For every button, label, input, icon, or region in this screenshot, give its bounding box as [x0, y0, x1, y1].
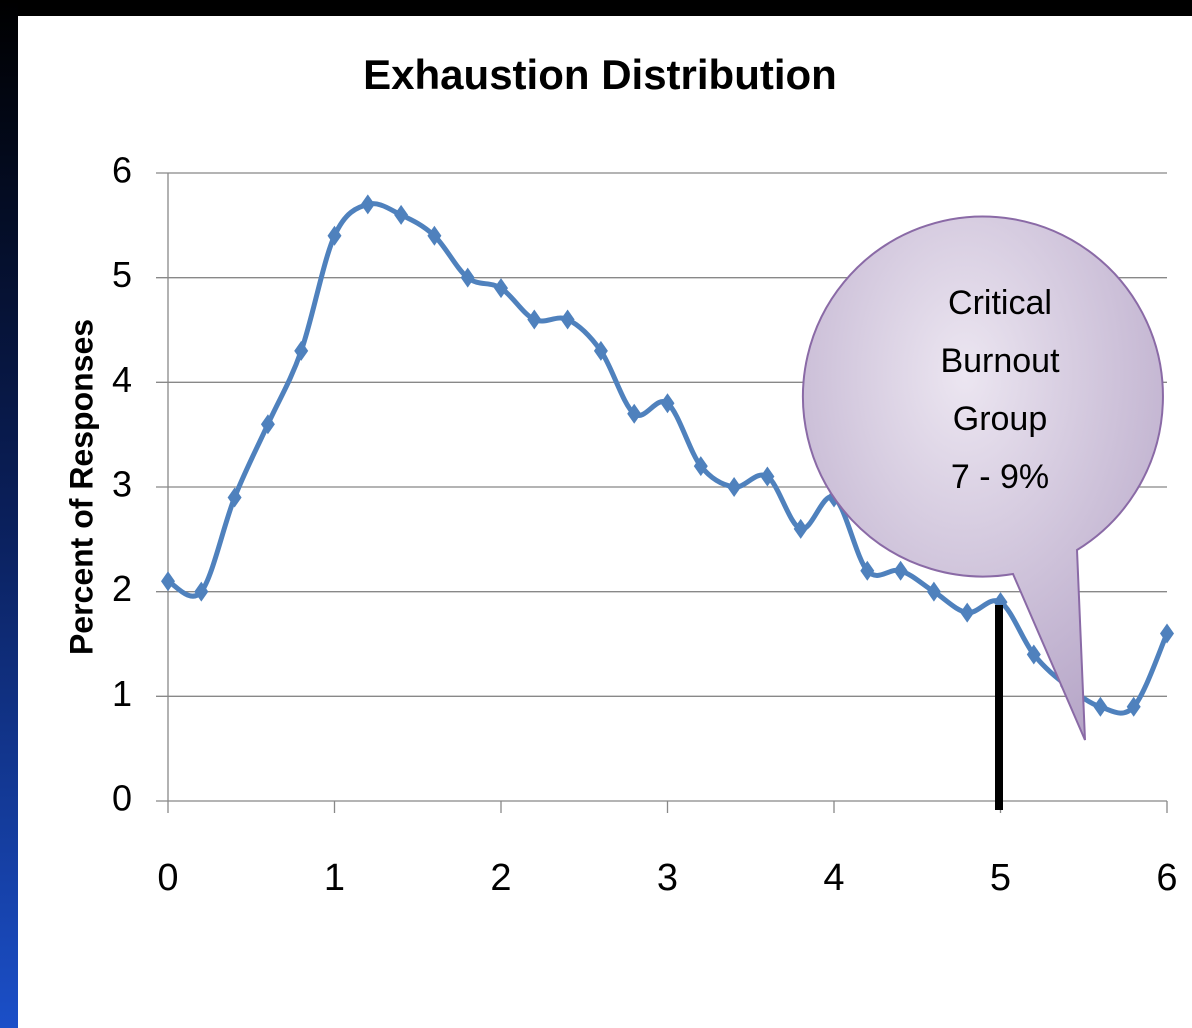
- marker: [260, 414, 275, 435]
- marker: [693, 456, 708, 477]
- plot-area: 0 1 2 3 4 5 6 0 1 2 3 4 5 6: [112, 150, 1178, 900]
- y-tick-label: 2: [112, 568, 132, 609]
- marker: [960, 602, 975, 623]
- marker: [1160, 623, 1174, 644]
- marker: [1026, 644, 1041, 665]
- x-tick-label: 2: [490, 857, 511, 899]
- marker: [294, 340, 309, 361]
- annotation: Critical Burnout Group 7 - 9%: [940, 284, 1060, 496]
- marker: [893, 560, 908, 581]
- y-tick-label: 3: [112, 464, 132, 505]
- marker: [660, 393, 675, 414]
- marker: [194, 581, 209, 602]
- marker: [860, 560, 875, 581]
- marker: [227, 487, 242, 508]
- y-tick-label: 5: [112, 254, 132, 295]
- marker: [560, 309, 575, 330]
- chart-title: Exhaustion Distribution: [363, 51, 837, 98]
- marker: [627, 403, 642, 424]
- annotation-text: Group: [953, 400, 1048, 438]
- marker: [394, 204, 409, 225]
- y-axis-label: Percent of Responses: [63, 319, 99, 655]
- x-tick-label: 4: [823, 857, 844, 899]
- marker: [327, 225, 342, 246]
- marker: [360, 194, 375, 215]
- y-tick-label: 4: [112, 359, 132, 400]
- marker: [1126, 696, 1141, 717]
- annotation-text: Critical: [948, 284, 1052, 322]
- marker: [593, 340, 608, 361]
- x-tick-label: 5: [990, 857, 1011, 899]
- x-tick-label: 1: [324, 857, 345, 899]
- marker: [494, 278, 508, 299]
- marker: [926, 581, 941, 602]
- marker: [161, 571, 175, 592]
- marker: [527, 309, 542, 330]
- x-tick-label: 6: [1156, 857, 1177, 899]
- marker: [460, 267, 475, 288]
- top-band: [0, 0, 1192, 16]
- marker: [427, 225, 442, 246]
- x-tick-label: 3: [657, 857, 678, 899]
- y-tick-label: 6: [112, 150, 132, 191]
- marker: [1093, 696, 1108, 717]
- marker: [727, 477, 742, 497]
- side-band: [0, 0, 18, 1028]
- y-tick-label: 0: [112, 778, 132, 819]
- speech-bubble: [801, 215, 1164, 741]
- marker: [793, 518, 808, 539]
- annotation-text: 7 - 9%: [951, 458, 1049, 496]
- x-tick-label: 0: [157, 857, 178, 899]
- marker: [760, 466, 775, 487]
- annotation-text: Burnout: [940, 342, 1060, 380]
- y-tick-label: 1: [112, 673, 132, 714]
